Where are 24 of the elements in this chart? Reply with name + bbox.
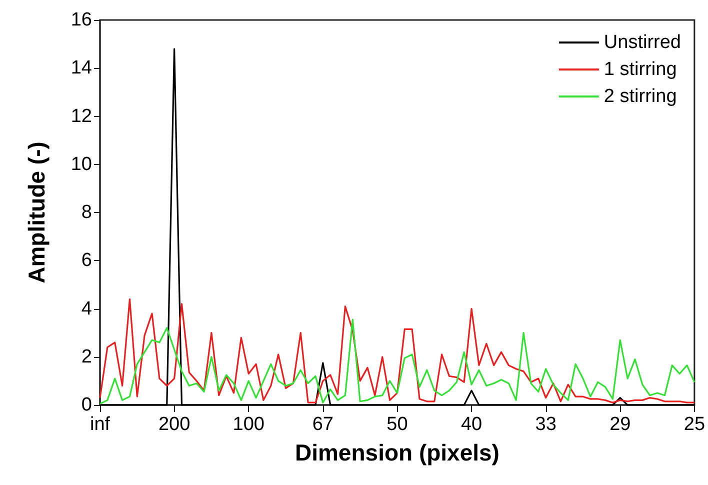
legend-label: 1 stirring <box>604 59 677 80</box>
x-tick-label: 25 <box>684 414 706 435</box>
y-tick-label: 14 <box>70 58 92 79</box>
x-tick-label: 29 <box>610 414 631 435</box>
x-tick-label: 50 <box>386 414 408 435</box>
x-tick-label: 100 <box>232 414 264 435</box>
x-axis-title: Dimension (pixels) <box>294 440 500 466</box>
y-tick-label: 12 <box>70 106 92 127</box>
x-tick-label: inf <box>90 414 111 435</box>
y-tick-label: 6 <box>81 250 92 272</box>
y-tick-label: 0 <box>81 394 92 416</box>
x-tick-label: 33 <box>535 414 556 435</box>
legend-label: 2 stirring <box>604 86 677 107</box>
x-tick-label: 200 <box>158 414 190 435</box>
x-tick-label: 67 <box>312 414 334 435</box>
y-tick-label: 8 <box>81 202 92 223</box>
y-tick-label: 10 <box>70 154 92 175</box>
line-series <box>99 298 696 404</box>
y-axis-title: Amplitude (-) <box>24 142 50 284</box>
legend-label: Unstirred <box>604 32 681 53</box>
y-tick-label: 16 <box>70 10 92 30</box>
y-tick-label: 2 <box>81 346 92 368</box>
x-tick-label: 40 <box>460 414 482 435</box>
y-tick-label: 4 <box>81 298 92 320</box>
